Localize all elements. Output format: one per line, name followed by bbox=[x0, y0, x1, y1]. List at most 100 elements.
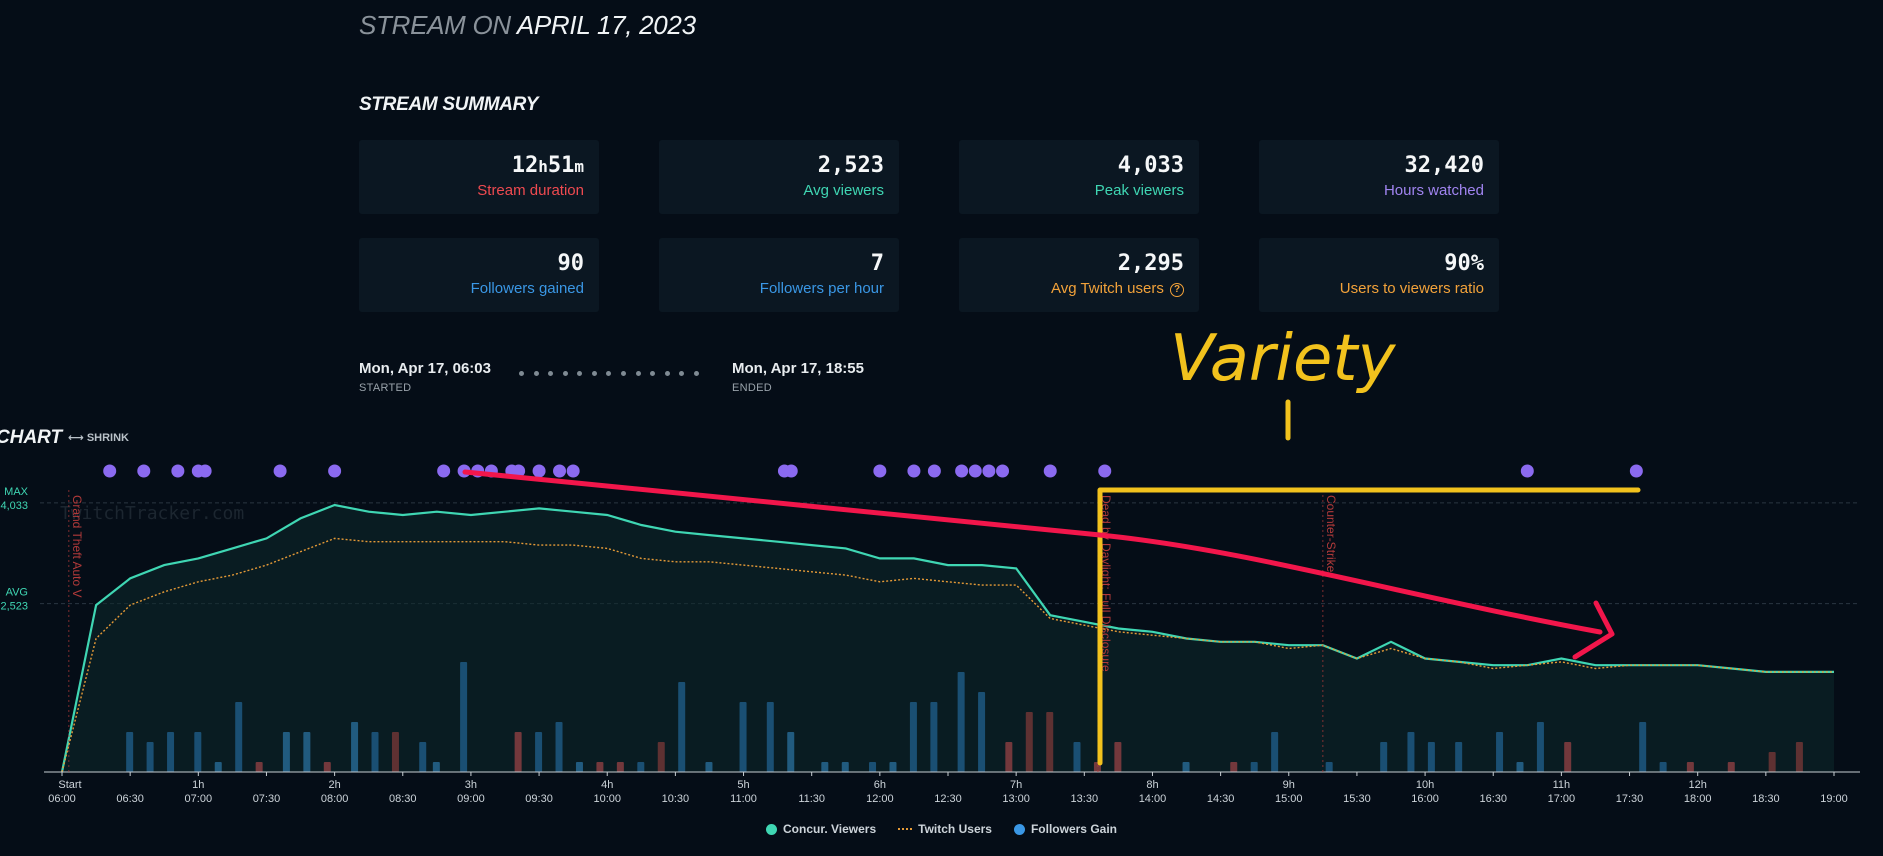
max-label: MAX bbox=[4, 486, 29, 498]
legend-viewers[interactable]: Concur. Viewers bbox=[766, 822, 876, 836]
event-marker bbox=[1098, 464, 1112, 478]
summary-heading: STREAM SUMMARY bbox=[359, 94, 539, 115]
x-tick-label-time: 13:00 bbox=[1002, 793, 1030, 805]
x-tick-label-time: 06:30 bbox=[116, 793, 144, 805]
stat-label: Peak viewers bbox=[1094, 182, 1184, 199]
stat-card-followers-per-hour: 7 Followers per hour bbox=[659, 238, 899, 312]
stat-label: Hours watched bbox=[1383, 182, 1484, 199]
stat-card-hours-watched: 32,420 Hours watched bbox=[1259, 140, 1499, 214]
title-prefix: STREAM ON bbox=[359, 10, 511, 40]
event-marker bbox=[1043, 464, 1057, 478]
event-marker bbox=[955, 464, 969, 478]
game-label: Dead by Daylight: Full Disclosure bbox=[1099, 495, 1113, 672]
help-icon[interactable]: ? bbox=[1170, 283, 1184, 297]
shrink-button[interactable]: ⟷ SHRINK bbox=[68, 432, 129, 444]
x-tick-label-time: 14:00 bbox=[1139, 793, 1167, 805]
event-marker bbox=[873, 464, 887, 478]
watermark: TwitchTracker.com bbox=[60, 503, 244, 524]
stat-value: 2,295 bbox=[1117, 251, 1184, 276]
start-time: Mon, Apr 17, 06:03 bbox=[359, 360, 491, 377]
stream-start: Mon, Apr 17, 06:03 STARTED bbox=[359, 360, 491, 394]
legend-followers[interactable]: Followers Gain bbox=[1013, 822, 1117, 836]
x-tick-label-time: 10:00 bbox=[593, 793, 621, 805]
stat-card-avg-twitch-users: 2,295 Avg Twitch users ? bbox=[959, 238, 1199, 312]
stat-value: 32,420 bbox=[1404, 153, 1484, 178]
viewers-area bbox=[62, 505, 1834, 772]
chart-legend: Concur. Viewers Twitch Users Followers G… bbox=[0, 822, 1883, 836]
x-tick-label-hour: 5h bbox=[737, 779, 749, 791]
timeline-dots bbox=[519, 371, 699, 376]
x-tick-label-time: 10:30 bbox=[662, 793, 690, 805]
x-tick-label-hour: 9h bbox=[1283, 779, 1295, 791]
event-marker bbox=[171, 464, 185, 478]
viewers-dot-icon bbox=[766, 823, 777, 835]
event-marker bbox=[328, 464, 342, 478]
x-tick-label-time: 07:30 bbox=[253, 793, 281, 805]
stat-label: Followers per hour bbox=[759, 280, 884, 297]
stat-value: 4,033 bbox=[1117, 153, 1184, 178]
stat-value: 90% bbox=[1444, 251, 1484, 276]
event-marker bbox=[437, 464, 451, 478]
event-marker bbox=[553, 464, 567, 478]
avg-value: 2,523 bbox=[0, 601, 28, 613]
x-tick-label-hour: Start bbox=[58, 779, 81, 791]
event-marker bbox=[457, 464, 471, 478]
event-marker bbox=[512, 464, 526, 478]
stat-label: Users to viewers ratio bbox=[1339, 280, 1484, 297]
x-tick-label-time: 18:00 bbox=[1684, 793, 1712, 805]
event-marker bbox=[784, 464, 798, 478]
legend-users[interactable]: Twitch Users bbox=[898, 822, 992, 836]
event-marker bbox=[1520, 464, 1534, 478]
x-tick-label-time: 13:30 bbox=[1071, 793, 1099, 805]
x-tick-label-hour: 6h bbox=[874, 779, 886, 791]
stat-label: Followers gained bbox=[470, 280, 584, 297]
stat-card-avg-viewers: 2,523 Avg viewers bbox=[659, 140, 899, 214]
stat-value: 7 bbox=[870, 251, 884, 276]
max-value: 4,033 bbox=[0, 500, 28, 512]
event-marker bbox=[198, 464, 212, 478]
x-tick-label-hour: 12h bbox=[1689, 779, 1707, 791]
event-marker bbox=[137, 464, 151, 478]
event-marker bbox=[996, 464, 1010, 478]
x-tick-label-hour: 8h bbox=[1146, 779, 1158, 791]
x-tick-label-time: 15:30 bbox=[1343, 793, 1371, 805]
x-tick-label-time: 08:30 bbox=[389, 793, 417, 805]
event-marker bbox=[927, 464, 941, 478]
x-tick-label-hour: 4h bbox=[601, 779, 613, 791]
x-tick-label-time: 17:30 bbox=[1616, 793, 1644, 805]
x-tick-label-time: 16:30 bbox=[1479, 793, 1507, 805]
event-marker bbox=[982, 464, 996, 478]
end-time: Mon, Apr 17, 18:55 bbox=[732, 360, 864, 377]
stat-value: 2,523 bbox=[817, 153, 884, 178]
x-tick-label-time: 07:00 bbox=[185, 793, 213, 805]
x-tick-label-time: 08:00 bbox=[321, 793, 349, 805]
x-tick-label-hour: 7h bbox=[1010, 779, 1022, 791]
page-title: STREAM ON APRIL 17, 2023 bbox=[359, 10, 696, 41]
stat-label: Avg Twitch users ? bbox=[959, 280, 1184, 297]
stat-card-users-ratio: 90% Users to viewers ratio bbox=[1259, 238, 1499, 312]
game-label: Grand Theft Auto V bbox=[70, 495, 84, 598]
title-date: APRIL 17, 2023 bbox=[516, 10, 696, 40]
game-label: Counter-Strike bbox=[1324, 495, 1338, 573]
stat-value: 90 bbox=[557, 251, 585, 276]
event-marker bbox=[907, 464, 921, 478]
stat-label: Avg viewers bbox=[803, 182, 884, 199]
x-tick-label-time: 14:30 bbox=[1207, 793, 1235, 805]
x-tick-label-hour: 2h bbox=[328, 779, 340, 791]
stream-end: Mon, Apr 17, 18:55 ENDED bbox=[732, 360, 864, 394]
stat-card-followers-gained: 90 Followers gained bbox=[359, 238, 599, 312]
annotation-text: Variety bbox=[1170, 322, 1396, 396]
event-marker bbox=[566, 464, 580, 478]
x-tick-label-time: 12:00 bbox=[866, 793, 894, 805]
followers-dot-icon bbox=[1013, 823, 1025, 835]
x-tick-label-hour: 10h bbox=[1416, 779, 1434, 791]
avg-label: AVG bbox=[6, 587, 28, 599]
x-tick-label-time: 17:00 bbox=[1548, 793, 1576, 805]
users-dash-icon bbox=[898, 828, 913, 830]
x-tick-label-hour: 11h bbox=[1553, 779, 1571, 791]
event-marker bbox=[1629, 464, 1643, 478]
x-tick-label-time: 06:00 bbox=[48, 793, 76, 805]
event-marker bbox=[471, 464, 485, 478]
event-marker bbox=[484, 464, 498, 478]
